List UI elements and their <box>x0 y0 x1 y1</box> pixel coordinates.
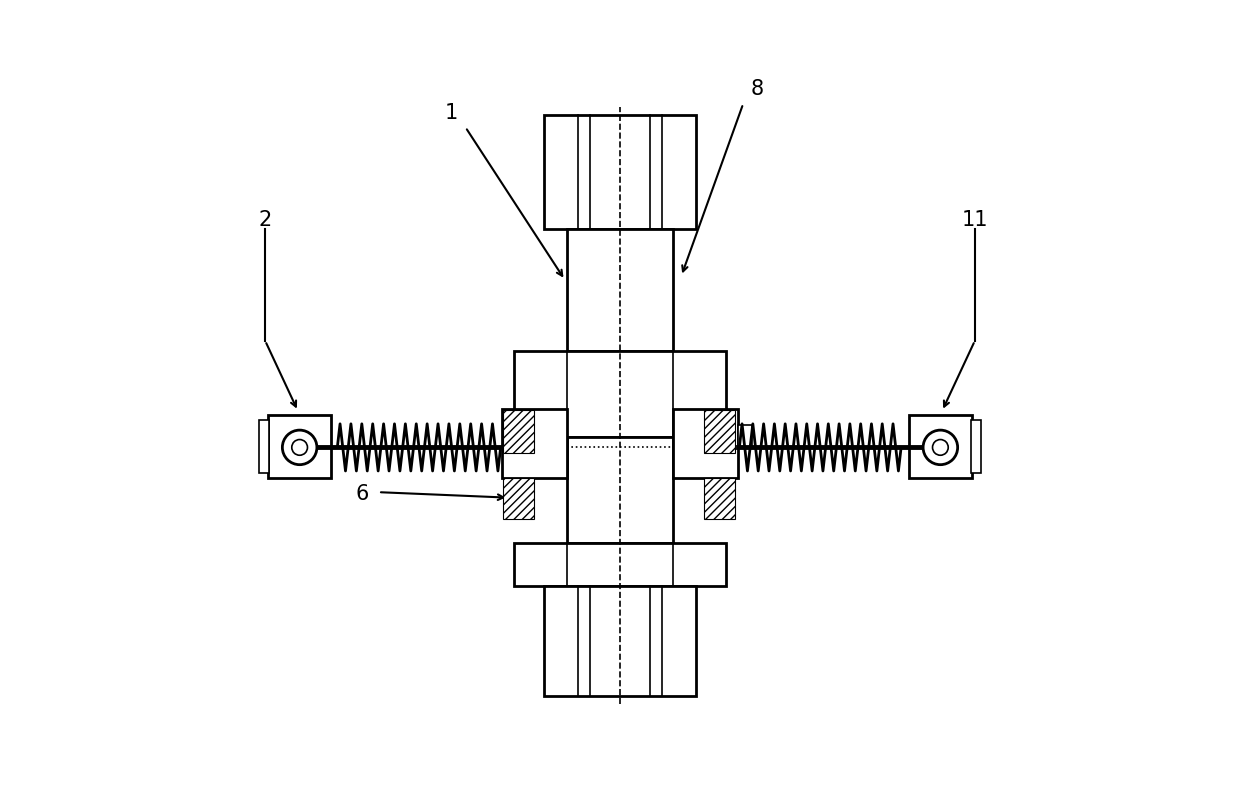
Bar <box>259 420 269 474</box>
Circle shape <box>932 440 949 455</box>
Bar <box>909 415 972 478</box>
Bar <box>568 229 672 351</box>
Bar <box>704 411 735 453</box>
Bar <box>544 115 696 229</box>
Bar <box>502 409 568 478</box>
Bar <box>568 437 672 543</box>
Circle shape <box>291 440 308 455</box>
Text: 8: 8 <box>751 80 764 99</box>
Bar <box>503 478 534 519</box>
Text: 1: 1 <box>445 103 458 123</box>
Bar <box>738 425 751 448</box>
Circle shape <box>923 430 957 465</box>
Bar <box>704 478 735 519</box>
Text: 11: 11 <box>962 210 988 229</box>
Text: 6: 6 <box>356 484 370 504</box>
Text: 2: 2 <box>258 210 272 229</box>
Bar <box>503 411 534 453</box>
Bar <box>544 586 696 697</box>
Bar <box>515 351 725 437</box>
Circle shape <box>283 430 317 465</box>
Bar <box>515 543 725 586</box>
Bar <box>971 420 981 474</box>
Bar <box>672 409 738 478</box>
Bar <box>268 415 331 478</box>
